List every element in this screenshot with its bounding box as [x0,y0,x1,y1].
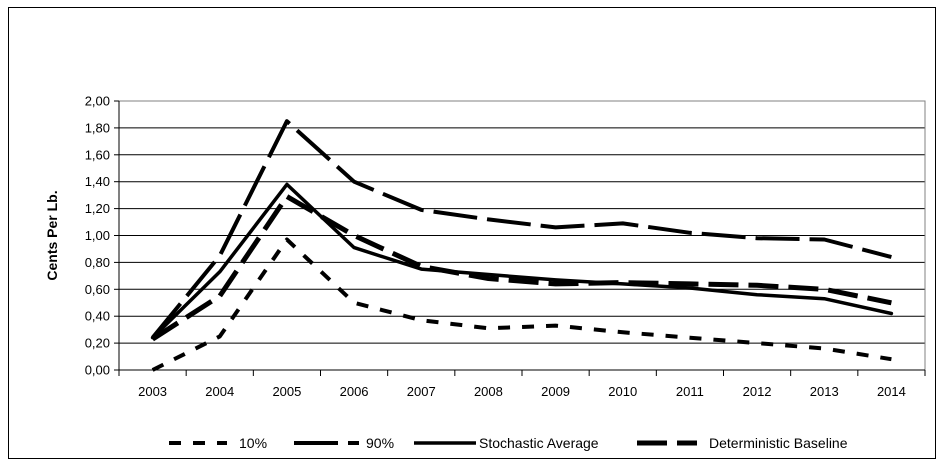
x-tick-label: 2014 [877,384,906,399]
x-tick-label: 2012 [743,384,772,399]
gridlines [119,100,925,371]
y-tick-label: 0,20 [85,336,110,351]
chart-frame: 0,00 0,20 0,40 0,60 0,80 1,00 1,20 1,40 1,60 1,80… [8,7,936,459]
y-tick-label: 2,00 [85,94,110,109]
x-tick-label: 2003 [138,384,167,399]
x-tick-label: 2004 [205,384,234,399]
legend: 10% 90% Stochastic Average Deterministic Ba… [169,435,848,451]
y-tick-label: 1,00 [85,228,110,243]
series-lines [150,119,894,372]
x-tick-label: 2007 [407,384,436,399]
series-line-3 [150,182,894,340]
legend-label-4: Deterministic Baseline [709,435,848,451]
y-tick-label: 0,40 [85,309,110,324]
legend-label-2: 90% [366,435,394,451]
series-line-1 [151,237,892,372]
x-tick-label: 2010 [608,384,637,399]
x-tick-label: 2008 [474,384,503,399]
legend-label-3: Stochastic Average [479,435,599,451]
y-tick-label: 0,00 [85,363,110,378]
y-tick-label: 1,40 [85,174,110,189]
y-axis-title: Cents Per Lb. [44,190,60,280]
y-tick-label: 0,60 [85,282,110,297]
x-tick-label: 2009 [541,384,570,399]
legend-label-1: 10% [239,435,267,451]
axes: 0,00 0,20 0,40 0,60 0,80 1,00 1,20 1,40 1,60 1,80… [85,94,926,399]
x-tick-label: 2005 [272,384,301,399]
y-tick-label: 0,80 [85,255,110,270]
y-tick-label: 1,20 [85,201,110,216]
x-tick-label: 2011 [676,384,704,399]
line-chart: 0,00 0,20 0,40 0,60 0,80 1,00 1,20 1,40 1,60 1,80… [44,94,926,451]
series-line-4 [151,194,892,342]
y-tick-label: 1,60 [85,147,110,162]
x-tick-label: 2006 [340,384,369,399]
x-tick-label: 2013 [810,384,839,399]
series-line-2 [151,119,892,339]
y-tick-label: 1,80 [85,120,110,135]
